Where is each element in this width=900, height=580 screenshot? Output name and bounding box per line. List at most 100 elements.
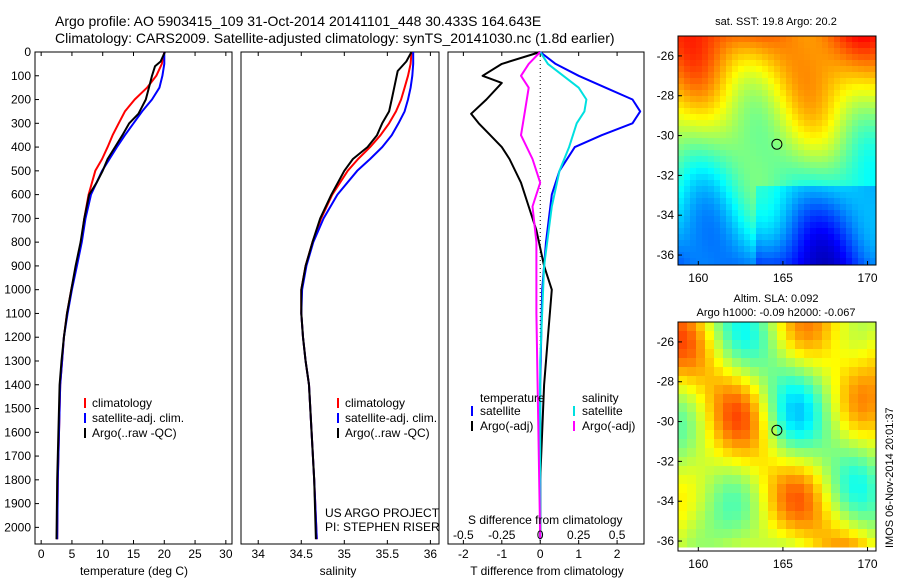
sst_map-cell [696, 144, 703, 151]
sst_map-cell [858, 228, 865, 235]
sla_map-cell [813, 385, 823, 395]
sst_map-cell [822, 120, 829, 127]
sst_map-cell [678, 216, 685, 223]
sst_map-cell [864, 210, 871, 217]
sla_map-cell [849, 520, 859, 530]
sst_map-cell [708, 36, 715, 43]
sst_map-cell [762, 174, 769, 181]
sla_map-cell [768, 349, 778, 359]
sla_map-cell [849, 493, 859, 503]
sst_map-cell [744, 54, 751, 61]
sst_map-cell [810, 150, 817, 157]
sst_map-cell [678, 174, 685, 181]
sst_map-cell [702, 252, 709, 259]
sst_map-cell [744, 186, 751, 193]
temperature-ytick-label: 1000 [4, 283, 31, 297]
sla_map-cell [750, 511, 760, 521]
sst_map-cell [870, 90, 877, 97]
sla_map-cell [687, 484, 697, 494]
sst_map-cell [762, 234, 769, 241]
sla_map-cell [777, 421, 787, 431]
sst_map-cell [846, 156, 853, 163]
sla_map-cell [705, 394, 715, 404]
sst_map-cell [804, 72, 811, 79]
sla_map-cell [822, 376, 832, 386]
sst_map-cell [756, 42, 763, 49]
temperature-axis-label: temperature (deg C) [80, 564, 188, 578]
sst_map-cell [858, 108, 865, 115]
sla_map-cell [687, 511, 697, 521]
sst_map-cell [786, 246, 793, 253]
sst_map-cell [732, 192, 739, 199]
sla_map-cell [768, 331, 778, 341]
sla_map-cell [705, 367, 715, 377]
sla_map-cell [723, 403, 733, 413]
sla_map-cell [750, 484, 760, 494]
sst_map-cell [720, 132, 727, 139]
sla_map-cell [732, 349, 742, 359]
sst_map-cell [774, 114, 781, 121]
sst_map-cell [756, 228, 763, 235]
sst_map-cell [786, 186, 793, 193]
sst_map-cell [684, 90, 691, 97]
sla_map-cell [732, 430, 742, 440]
sla_map-cell [732, 502, 742, 512]
sst_map-cell [810, 198, 817, 205]
sla_map-cell [822, 448, 832, 458]
sst_map-cell [792, 108, 799, 115]
sst-map-title: sat. SST: 19.8 Argo: 20.2 [715, 16, 837, 28]
sst_map-cell [756, 54, 763, 61]
sst_map-cell [834, 162, 841, 169]
sst_map-cell [816, 252, 823, 259]
sst_map-cell [786, 126, 793, 133]
sst_map-cell [690, 114, 697, 121]
sst_map-cell [732, 204, 739, 211]
sla_map-cell [741, 322, 751, 332]
sla_map-cell [858, 466, 868, 476]
sst_map-cell [684, 234, 691, 241]
sst_map-ytick-label: -34 [657, 208, 675, 222]
sla_map-cell [768, 475, 778, 485]
sst_map-cell [768, 54, 775, 61]
sst_map-cell [702, 234, 709, 241]
sst_map-cell [822, 222, 829, 229]
sst_map-cell [864, 120, 871, 127]
sla_map-cell [732, 367, 742, 377]
sst_map-cell [708, 168, 715, 175]
sst_map-cell [828, 60, 835, 67]
sst_map-cell [858, 42, 865, 49]
sst_map-cell [726, 108, 733, 115]
sst_map-cell [852, 48, 859, 55]
sst_map-cell [732, 234, 739, 241]
sst_map-cell [810, 228, 817, 235]
sst_map-cell [762, 132, 769, 139]
sst_map-cell [846, 192, 853, 199]
sst_map-cell [852, 54, 859, 61]
difference-legend: temperature salinity satellite Argo(-adj… [471, 391, 635, 433]
sst_map-cell [720, 246, 727, 253]
sst_map-cell [846, 54, 853, 61]
sla_map-cell [714, 457, 724, 467]
sst_map-cell [732, 162, 739, 169]
sla_map-cell [786, 439, 796, 449]
sst_map-cell [798, 78, 805, 85]
sst_map-cell [738, 252, 745, 259]
sst_map-cell [690, 222, 697, 229]
sst_map-cell [750, 180, 757, 187]
sla_map-cell [678, 538, 688, 548]
sst_map-cell [714, 168, 721, 175]
sla_map-cell [777, 529, 787, 539]
sla_map-cell [795, 475, 805, 485]
sla_map-xtick-label: 165 [773, 557, 793, 571]
sla_map-cell [705, 412, 715, 422]
sst_map-cell [732, 126, 739, 133]
sst_map-cell [822, 126, 829, 133]
sla_map-cell [696, 466, 706, 476]
sst_map-cell [714, 120, 721, 127]
sst_map-cell [798, 150, 805, 157]
sst_map-cell [846, 150, 853, 157]
sla_map-cell [813, 358, 823, 368]
sst_map-cell [684, 204, 691, 211]
sst_map-cell [684, 168, 691, 175]
